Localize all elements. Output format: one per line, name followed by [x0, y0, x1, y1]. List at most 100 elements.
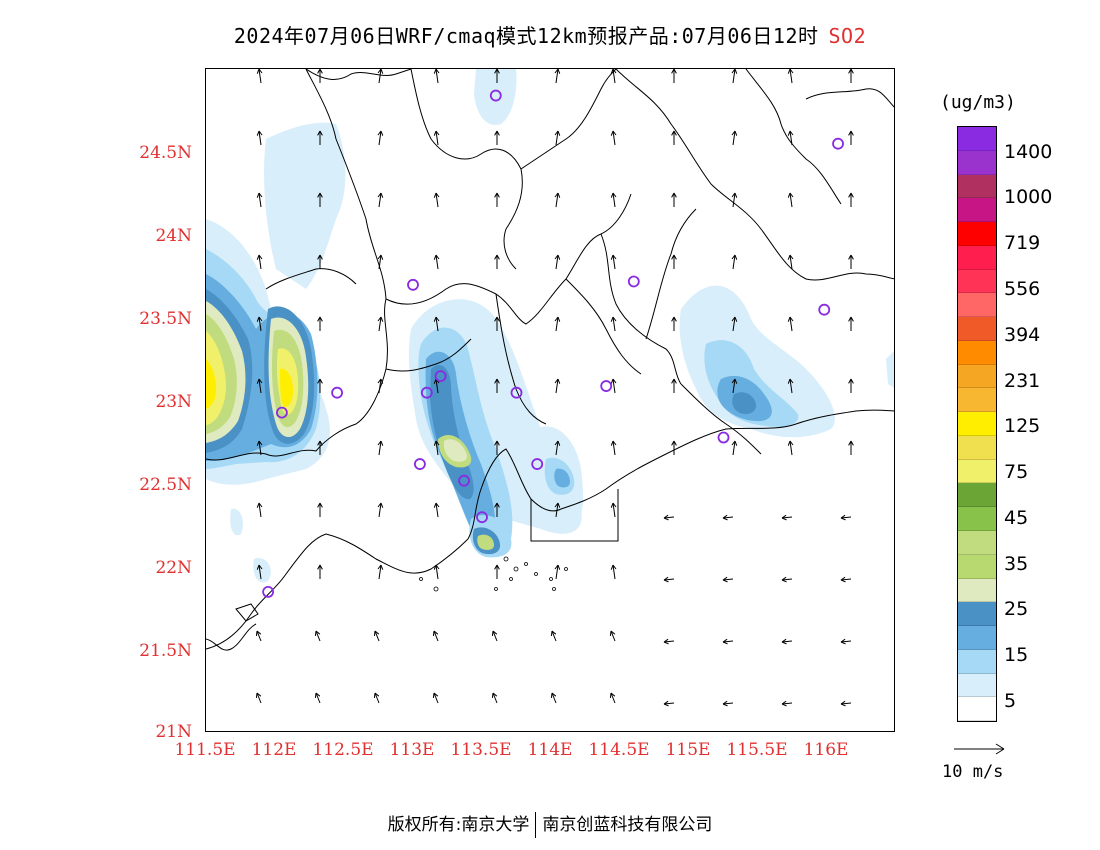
wind-arrow: [256, 502, 263, 518]
station-marker: [510, 386, 523, 399]
wind-arrow: [671, 254, 677, 269]
wind-arrow: [554, 440, 561, 456]
lat-label-21-5: 21.5N: [139, 641, 192, 661]
colorbar-units: (ug/m3): [940, 92, 1016, 113]
colorbar-label: 1400: [1004, 141, 1053, 163]
reference-vector-icon: [954, 743, 1005, 755]
boundary-huizhou: [680, 383, 762, 455]
wind-arrow: [610, 502, 617, 518]
boundary-coast-west: [206, 533, 469, 650]
wind-arrow: [671, 378, 677, 393]
island: [524, 562, 528, 566]
island: [564, 567, 568, 571]
colorbar-swatch: [958, 388, 996, 413]
wind-arrow: [787, 130, 794, 146]
boundary-ne: [805, 88, 894, 108]
wind-arrow: [731, 130, 738, 146]
plume-north-c5: [474, 69, 517, 125]
wind-arrow: [722, 638, 734, 645]
colorbar-label: 35: [1004, 553, 1029, 575]
wind-arrow: [377, 502, 384, 518]
colorbar-swatch: [958, 198, 996, 223]
wind-arrow: [433, 192, 440, 208]
colorbar-swatch: [958, 269, 996, 294]
colorbar-label: 1000: [1004, 186, 1053, 208]
station-marker: [276, 406, 288, 419]
wind-arrow: [848, 69, 854, 83]
colorbar-label: 15: [1004, 644, 1029, 666]
colorbar-swatch: [958, 697, 996, 722]
wind-arrow: [317, 564, 323, 579]
plume-east-c25: [732, 392, 757, 414]
station-marker: [434, 370, 447, 383]
map-canvas: [206, 69, 894, 707]
wind-arrow: [317, 192, 323, 207]
wind-arrow: [494, 564, 500, 579]
lat-label-23-5: 23.5N: [139, 309, 192, 329]
colorbar-swatch: [958, 602, 996, 627]
wind-arrow: [848, 316, 854, 331]
wind-arrow: [550, 692, 557, 704]
wind-arrow: [840, 514, 852, 521]
wind-arrow: [781, 576, 793, 583]
wind-arrow: [432, 692, 439, 704]
wind-arrow: [787, 192, 794, 208]
colorbar-swatch: [958, 245, 996, 270]
reference-vector-label: 10 m/s: [942, 762, 1004, 782]
station-marker: [717, 431, 730, 444]
wind-arrow: [663, 576, 675, 583]
island: [433, 586, 439, 592]
plume-west-c75: [206, 331, 299, 425]
wind-arrow: [554, 378, 561, 394]
wind-arrow: [433, 69, 440, 84]
lat-label-21: 21N: [155, 722, 192, 742]
plume-macau-c35: [477, 534, 494, 550]
island: [494, 587, 498, 591]
colorbar-label: 5: [1004, 690, 1017, 712]
wind-arrow: [433, 502, 440, 518]
wind-arrow: [840, 576, 852, 583]
lon-label-116: 116E: [803, 740, 849, 760]
wind-arrow: [671, 440, 677, 455]
boundary-heyuan: [600, 233, 682, 385]
province-boundaries: [206, 69, 894, 651]
wind-arrow: [671, 316, 677, 331]
station-marker: [600, 380, 613, 392]
boundary-fujian: [745, 69, 842, 205]
wind-arrow: [840, 638, 852, 645]
wind-arrow: [554, 69, 561, 84]
colorbar-label: 394: [1004, 324, 1041, 346]
wind-arrow: [314, 692, 321, 704]
boundary-shaoguan: [410, 69, 523, 270]
wind-arrow: [433, 316, 440, 332]
station-marker: [331, 386, 344, 399]
wind-arrow: [663, 514, 675, 521]
wind-arrow: [663, 638, 675, 645]
colorbar-swatch: [958, 531, 996, 555]
wind-arrow: [317, 130, 323, 145]
lat-label-23: 23N: [155, 392, 192, 412]
wind-arrow: [610, 69, 617, 84]
wind-arrow: [671, 130, 677, 145]
colorbar-swatch: [958, 127, 996, 151]
boundary-guangxi: [206, 69, 388, 461]
boundary-meizhou: [615, 69, 894, 281]
colorbar-label: 231: [1004, 370, 1041, 392]
footer-copyright: 版权所有:南京大学: [387, 815, 530, 835]
wind-arrow: [787, 316, 794, 332]
wind-arrow: [722, 576, 734, 583]
colorbar-swatch: [958, 435, 996, 460]
wind-arrow: [433, 130, 440, 146]
wind-arrow: [731, 316, 738, 332]
colorbar-swatch: [958, 293, 996, 318]
wind-arrow: [610, 378, 617, 394]
wind-arrow: [848, 440, 854, 455]
colorbar-label: 556: [1004, 278, 1041, 300]
wind-arrow: [731, 69, 738, 84]
wind-arrow: [663, 700, 675, 707]
map-panel[interactable]: [205, 68, 895, 732]
wind-arrow: [671, 192, 677, 207]
wind-arrow: [494, 130, 500, 145]
wind-arrow: [377, 192, 384, 208]
wind-arrow: [317, 316, 323, 331]
